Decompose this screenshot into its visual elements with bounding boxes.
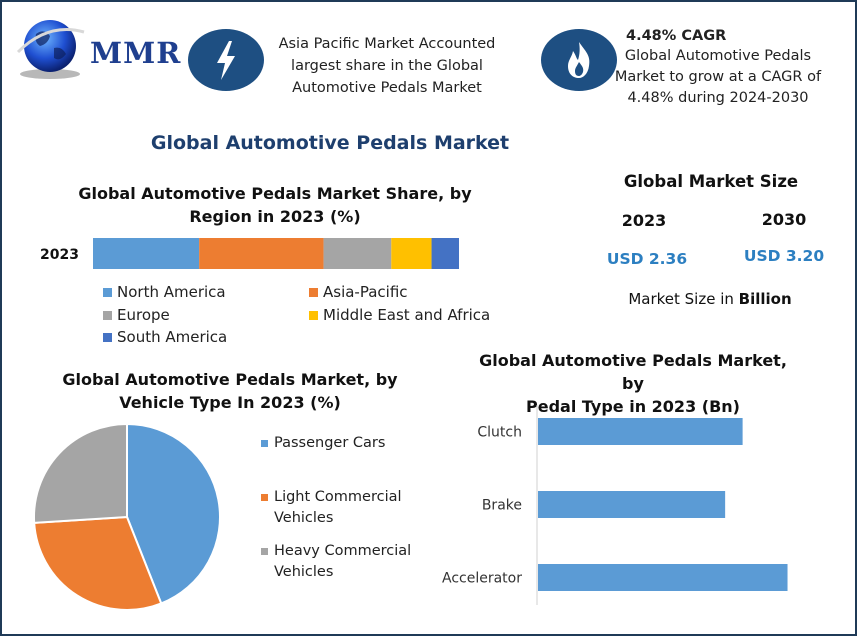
vehicle-legend-item-light-commercial-vehicles: Light Commercial Vehicles (261, 487, 402, 529)
lightning-icon (217, 41, 235, 80)
info-text-2: Global Automotive Pedals Market to grow … (612, 46, 824, 109)
globe-logo-icon (16, 20, 85, 79)
legend-label-line: Light Commercial (274, 489, 402, 505)
market-size-value-2023: USD 2.36 (606, 250, 688, 268)
market-size-year-2023: 2023 (621, 211, 667, 230)
legend-label: South America (117, 328, 228, 346)
region-chart-title-line-2: Region in 2023 (%) (189, 207, 361, 226)
legend-label: Europe (117, 306, 170, 324)
legend-label-line: Heavy Commercial (274, 543, 412, 559)
legend-label: North America (117, 283, 226, 301)
region-chart-title: Global Automotive Pedals Market Share, b… (70, 182, 480, 228)
legend-label: Middle East and Africa (323, 306, 491, 324)
vehicle-chart-title-line-2: Vehicle Type In 2023 (%) (119, 393, 341, 412)
legend-swatch (309, 288, 318, 297)
market-size-value-2030: USD 3.20 (743, 247, 825, 265)
pedal-chart-title-line-2: Pedal Type in 2023 (Bn) (526, 397, 740, 416)
info-text-1-line-1: Asia Pacific Market Accounted (278, 36, 496, 52)
vehicle-chart-title: Global Automotive Pedals Market, by Vehi… (40, 368, 420, 414)
legend-label: Light Commercial Vehicles (274, 487, 402, 529)
legend-swatch (261, 494, 268, 501)
pedal-category-label-accelerator: Accelerator (442, 571, 522, 587)
vehicle-legend-item-heavy-commercial-vehicles: Heavy Commercial Vehicles (261, 541, 411, 583)
pedal-bar-chart: Clutch Brake Accelerator (442, 405, 788, 605)
cagr-title: 4.48% CAGR (626, 25, 816, 47)
region-stacked-bar-chart: 2023 (40, 238, 459, 269)
info-badge-2 (541, 29, 617, 91)
region-bar-segment-north-america (93, 238, 200, 269)
region-legend-item-middle-east-and-africa: Middle East and Africa (309, 306, 490, 324)
legend-swatch (103, 311, 112, 320)
vehicle-legend-item-passenger-cars: Passenger Cars (261, 433, 385, 454)
market-size-note-prefix: Market Size in (628, 290, 739, 308)
pedal-bar-clutch (538, 418, 743, 445)
region-chart-title-line-1: Global Automotive Pedals Market Share, b… (78, 184, 472, 203)
legend-swatch (261, 440, 268, 447)
pedal-category-label-clutch: Clutch (477, 425, 522, 441)
region-legend-item-asia-pacific: Asia-Pacific (309, 283, 408, 301)
region-legend-item-europe: Europe (103, 306, 170, 324)
vehicle-chart-title-line-1: Global Automotive Pedals Market, by (62, 370, 398, 389)
market-size-note-unit: Billion (738, 290, 792, 308)
legend-swatch (309, 311, 318, 320)
market-size-year-2030: 2030 (761, 210, 807, 229)
info-text-2-line-2: Market to grow at a CAGR of (614, 69, 822, 85)
region-bar-category-label: 2023 (40, 247, 79, 263)
logo-text: MMR (90, 36, 182, 70)
pie-slice-passenger-cars (126, 422, 221, 605)
cagr-title-text: 4.48% CAGR (626, 28, 727, 44)
legend-label: Heavy Commercial Vehicles (274, 541, 411, 583)
legend-label-line: Vehicles (274, 564, 334, 580)
region-legend-item-south-america: South America (103, 328, 227, 346)
legend-label-line: Vehicles (274, 510, 334, 526)
pedal-bar-accelerator (538, 564, 788, 591)
market-size-title: Global Market Size (623, 172, 799, 191)
pedal-chart-title-line-1: Global Automotive Pedals Market, by (479, 351, 787, 393)
pie-slice-heavy-commercial-vehicles (33, 422, 128, 524)
region-bar-segment-middle-east-and-africa (391, 238, 432, 269)
info-text-2-line-3: 4.48% during 2024-2030 (627, 90, 809, 106)
legend-swatch (103, 288, 112, 297)
legend-label-line: Passenger Cars (274, 435, 386, 451)
pie-slice-light-commercial-vehicles (33, 515, 163, 611)
info-text-1-line-2: largest share in the Global (291, 58, 483, 74)
info-text-1-line-3: Automotive Pedals Market (292, 80, 482, 96)
flame-icon (568, 42, 590, 78)
region-bar-segment-south-america (431, 238, 459, 269)
region-legend-item-north-america: North America (103, 283, 226, 301)
info-text-1: Asia Pacific Market Accounted largest sh… (262, 33, 512, 99)
vehicle-pie-chart (33, 422, 221, 611)
legend-label: Passenger Cars (274, 433, 385, 454)
pedal-category-label-brake: Brake (482, 498, 522, 514)
legend-label: Asia-Pacific (323, 283, 408, 301)
region-bar-segment-europe (323, 238, 392, 269)
pedal-chart-title: Global Automotive Pedals Market, by Peda… (470, 349, 796, 418)
legend-swatch (103, 333, 112, 342)
pedal-bar-brake (538, 491, 726, 518)
region-bar-segment-asia-pacific (199, 238, 324, 269)
legend-swatch (261, 548, 268, 555)
info-badge-1 (188, 29, 264, 91)
page-title: Global Automotive Pedals Market (150, 132, 510, 154)
info-text-2-line-1: Global Automotive Pedals (624, 48, 812, 64)
market-size-note: Market Size in Billion (590, 290, 830, 308)
